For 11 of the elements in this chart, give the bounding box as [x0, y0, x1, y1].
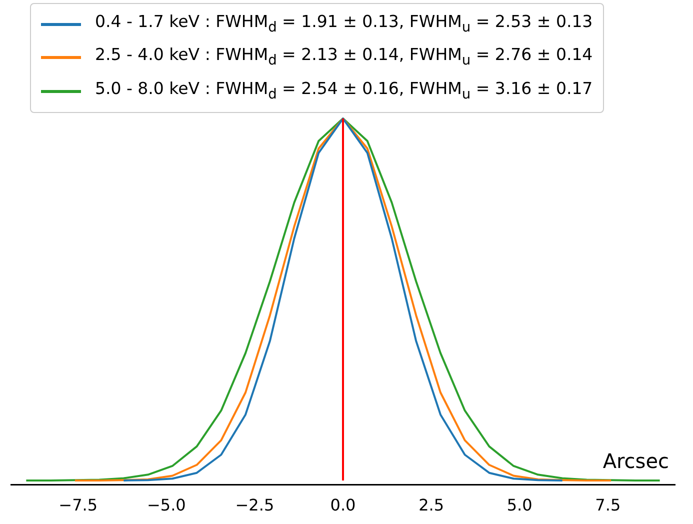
legend-label: 0.4 - 1.7 keV : FWHM$_{d}$ = 1.91 ± 0.13, FWHM$_{u}$ = 2.53 ± 0.13 — [95, 11, 593, 38]
x-tick-label: −5.0 — [146, 496, 186, 515]
legend-label: 2.5 - 4.0 keV : FWHM$_{d}$ = 2.13 ± 0.14, FWHM$_{u}$ = 2.76 ± 0.14 — [95, 44, 593, 71]
x-tick-label: 7.5 — [595, 496, 621, 515]
legend-label: 5.0 - 8.0 keV : FWHM$_{d}$ = 2.54 ± 0.16, FWHM$_{u}$ = 3.16 ± 0.17 — [95, 78, 593, 104]
x-tick-label: −7.5 — [58, 496, 98, 515]
x-axis-title: Arcsec — [602, 449, 669, 474]
x-tick-label: 0.0 — [330, 496, 356, 515]
x-tick-label: 5.0 — [506, 496, 532, 515]
x-tick-label: −2.5 — [235, 496, 274, 515]
x-tick-label: 2.5 — [418, 496, 444, 515]
